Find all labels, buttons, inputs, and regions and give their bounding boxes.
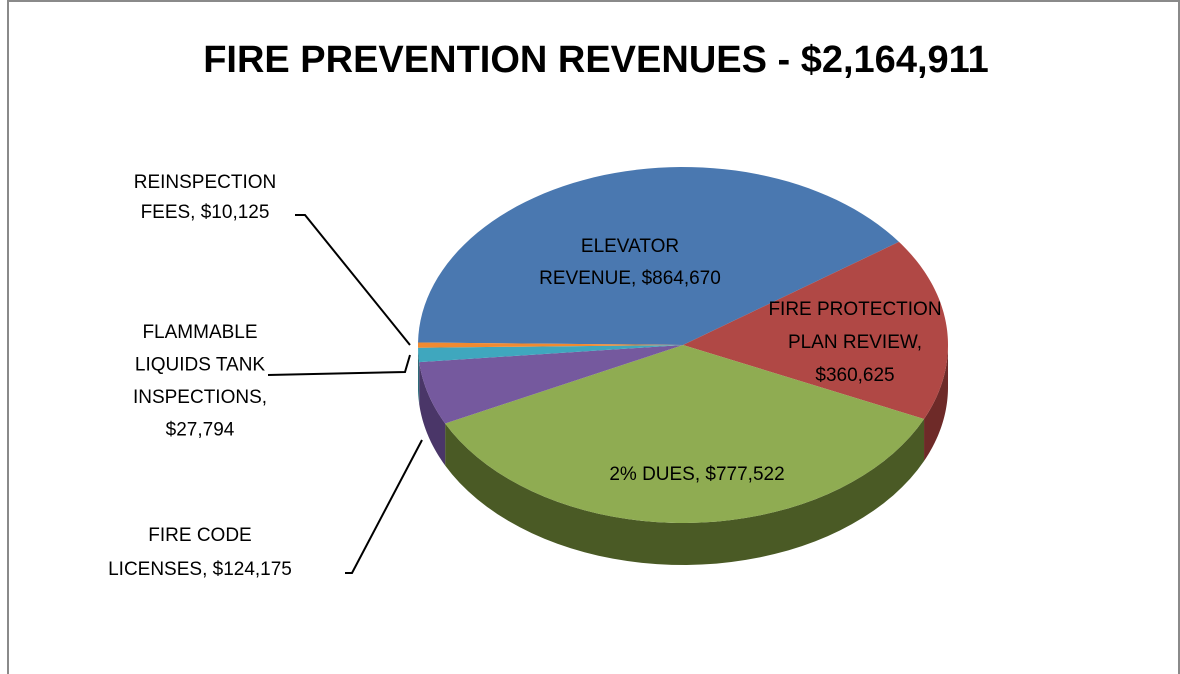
data-label: REINSPECTION FEES, $10,125 — [134, 172, 277, 223]
pie-slice — [683, 241, 948, 419]
pie-slice — [418, 345, 683, 363]
data-label: 2% DUES, $777,522 — [609, 464, 784, 485]
data-label-line: LIQUIDS TANK — [135, 355, 266, 376]
pie-slice — [418, 342, 683, 348]
data-label-line: $27,794 — [166, 420, 235, 441]
pie-slice — [445, 345, 925, 523]
data-label-line: $360,625 — [815, 365, 894, 386]
data-label: FLAMMABLE LIQUIDS TANK INSPECTIONS, $27,794 — [133, 322, 267, 441]
data-label-line: LICENSES, $124,175 — [108, 559, 292, 580]
pie-slice — [418, 167, 899, 345]
data-label-line: FIRE CODE — [148, 525, 251, 546]
chart-frame — [7, 0, 1180, 674]
data-label-line: REVENUE, $864,670 — [539, 268, 721, 289]
data-label-line: FIRE PROTECTION — [768, 299, 941, 320]
data-label-line: REINSPECTION — [134, 172, 277, 193]
data-label-line: INSPECTIONS, — [133, 387, 267, 408]
pie-side — [418, 347, 420, 405]
leader-line — [267, 354, 411, 376]
data-label-line: PLAN REVIEW, — [788, 332, 922, 353]
pie-side — [419, 362, 446, 466]
leader-line — [295, 214, 411, 346]
data-label-line: FLAMMABLE — [142, 322, 257, 343]
data-label: FIRE CODE LICENSES, $124,175 — [108, 525, 292, 580]
pie-side — [445, 418, 925, 565]
chart-title: FIRE PREVENTION REVENUES - $2,164,911 — [203, 39, 989, 81]
leader-line — [345, 439, 423, 574]
data-label-line: 2% DUES, $777,522 — [609, 464, 784, 485]
data-label-line: FEES, $10,125 — [141, 202, 270, 223]
pie-side — [924, 345, 948, 461]
data-label: FIRE PROTECTION PLAN REVIEW, $360,625 — [768, 299, 941, 386]
pie-slice — [419, 345, 683, 424]
data-label: ELEVATOR REVENUE, $864,670 — [539, 236, 721, 289]
data-label-line: ELEVATOR — [581, 236, 679, 257]
